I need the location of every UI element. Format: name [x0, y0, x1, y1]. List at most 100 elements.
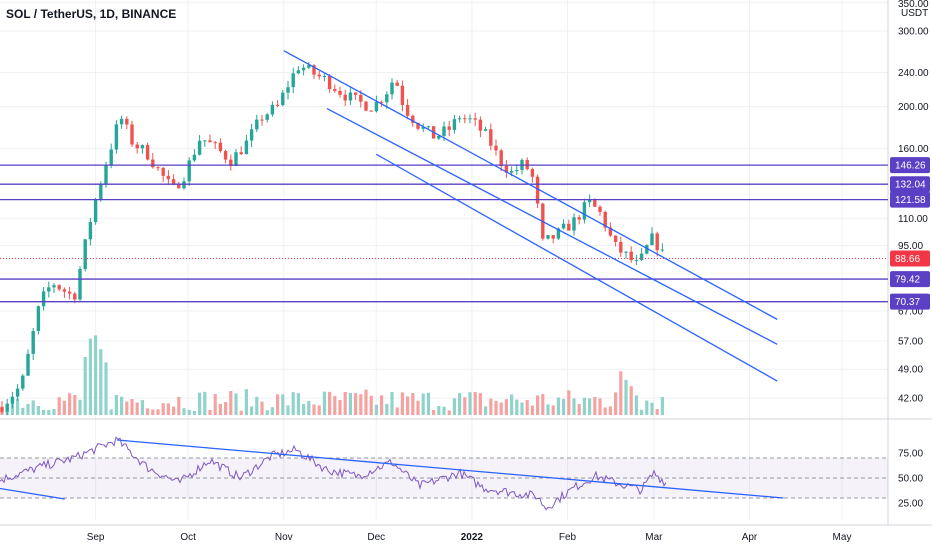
candle-body — [104, 165, 108, 184]
candle-body — [457, 118, 462, 120]
candle-body — [405, 104, 410, 116]
candle-body — [208, 140, 212, 143]
candle-body — [603, 211, 607, 228]
volume-bar — [515, 399, 519, 415]
volume-bar — [218, 403, 222, 415]
candle-body — [301, 67, 306, 71]
volume-bar — [484, 406, 488, 415]
channel-trendline — [375, 153, 778, 382]
volume-bar — [244, 389, 248, 415]
candle-body — [343, 94, 347, 101]
volume-bar — [291, 392, 295, 415]
time-axis-label: Mar — [645, 532, 663, 543]
candle-body — [546, 235, 550, 239]
volume-bar — [645, 400, 649, 415]
candle-body — [203, 140, 207, 142]
candle-body — [177, 183, 181, 189]
volume-bar — [520, 402, 524, 415]
volume-bar — [156, 409, 160, 415]
volume-bar — [265, 410, 269, 415]
volume-bar — [556, 397, 560, 415]
volume-bar — [473, 391, 477, 415]
volume-bar — [229, 391, 233, 415]
volume-bar — [36, 406, 40, 415]
volume-bar — [494, 400, 498, 415]
volume-bar — [536, 395, 540, 415]
volume-bar — [562, 398, 566, 415]
candle-body — [57, 285, 61, 290]
volume-bar — [281, 394, 285, 415]
candle-body — [244, 140, 249, 155]
candle-body — [322, 75, 327, 77]
volume-bar — [504, 399, 508, 415]
candle-body — [561, 223, 566, 229]
candle-body — [660, 249, 665, 251]
volume-bar — [390, 391, 394, 415]
current-price-badge: 88.66 — [890, 250, 930, 267]
candle-body — [114, 124, 119, 150]
candle-body — [119, 118, 124, 125]
candle-body — [483, 129, 488, 131]
rsi-axis-label: 25.00 — [898, 499, 923, 510]
volume-bar — [177, 396, 181, 415]
candle-body — [47, 287, 51, 292]
price-badge-bg — [890, 293, 930, 310]
volume-bar — [213, 394, 217, 415]
candle-body — [608, 227, 613, 236]
candle-body — [218, 142, 223, 152]
volume-bar — [608, 406, 612, 415]
candle-body — [593, 198, 597, 207]
volume-bar — [166, 403, 170, 415]
volume-bar — [447, 410, 451, 415]
candle-body — [379, 101, 384, 103]
volume-bar — [312, 404, 316, 415]
volume-bar — [567, 390, 571, 415]
time-axis-label: Apr — [742, 532, 758, 543]
candle-body — [353, 92, 358, 95]
price-axis-label: 67.00 — [898, 306, 923, 317]
price-axis-label: 57.00 — [898, 336, 923, 347]
candle-body — [26, 353, 30, 376]
volume-bar — [104, 362, 108, 415]
candle-body — [275, 104, 280, 106]
volume-bar — [187, 409, 191, 415]
price-badge-bg — [890, 191, 930, 208]
volume-bar — [546, 404, 550, 415]
candle-body — [478, 119, 483, 131]
volume-bar — [286, 405, 290, 415]
candle-body — [535, 176, 540, 204]
volume-bar — [322, 391, 326, 415]
volume-bar — [255, 396, 259, 415]
channel-trendline — [283, 50, 778, 320]
rsi-trendline — [117, 439, 784, 499]
price-axis-label: 200.00 — [898, 102, 929, 113]
volume-bar — [614, 392, 618, 415]
volume-bar — [338, 400, 342, 415]
candle-body — [286, 87, 290, 93]
volume-bar — [62, 400, 66, 415]
candle-body — [234, 152, 238, 166]
candle-body — [421, 127, 425, 129]
volume-bar — [463, 397, 467, 415]
volume-bar — [239, 410, 243, 415]
volume-bar — [593, 397, 597, 415]
volume-bar — [416, 400, 420, 415]
candle-body — [93, 199, 98, 223]
rsi-axis-label: 75.00 — [898, 449, 923, 460]
volume-bar — [47, 410, 51, 415]
volume-bar — [468, 392, 472, 415]
volume-bar — [250, 406, 254, 415]
candle-body — [197, 140, 202, 155]
candle-body — [572, 217, 576, 231]
volume-bar — [260, 401, 264, 415]
volume-bar — [660, 397, 664, 415]
level-price-badge: 146.26 — [890, 157, 930, 174]
candle-body — [145, 145, 150, 160]
candle-body — [385, 94, 389, 103]
volume-bar — [135, 402, 139, 415]
volume-bar — [458, 393, 462, 415]
candle-body — [577, 217, 581, 220]
candle-body — [0, 407, 4, 412]
volume-bar — [31, 400, 35, 415]
time-axis-label: 2022 — [461, 532, 484, 543]
